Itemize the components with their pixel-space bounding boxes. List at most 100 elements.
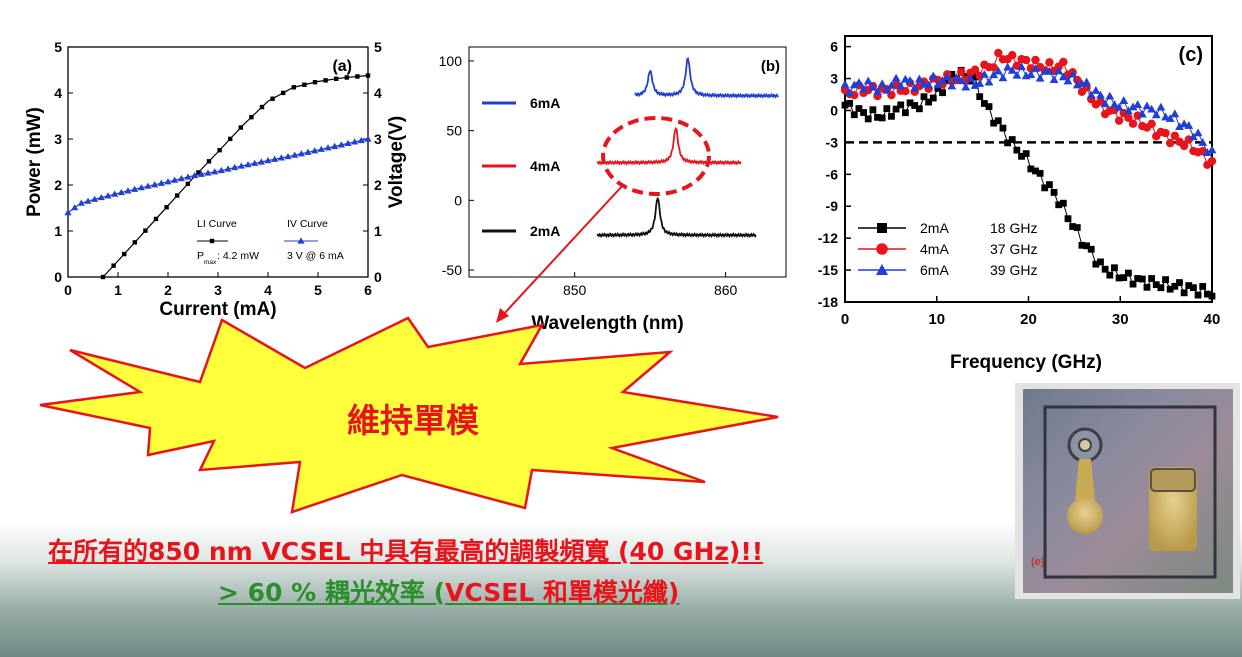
data-point-c-4ma bbox=[1035, 62, 1045, 72]
legend-label-li: LI Curve bbox=[197, 218, 237, 230]
arrow-head bbox=[496, 308, 509, 323]
data-point-c-4ma bbox=[1184, 135, 1193, 144]
data-point-c-6ma bbox=[896, 81, 906, 90]
data-point-c-6ma bbox=[868, 82, 878, 91]
data-point-c-4ma bbox=[1170, 131, 1180, 140]
plot-frame-a bbox=[67, 46, 369, 278]
data-point-c-4ma bbox=[1031, 55, 1040, 65]
data-point-c-6ma bbox=[1063, 76, 1073, 85]
data-point-c-6ma bbox=[998, 73, 1008, 82]
data-point-c-2ma bbox=[1078, 241, 1086, 249]
data-point-iv bbox=[351, 138, 359, 145]
data-point-c-4ma bbox=[1063, 70, 1073, 79]
data-point-c-4ma bbox=[1054, 62, 1063, 71]
data-point-c-2ma bbox=[920, 93, 928, 101]
data-point-li bbox=[365, 73, 371, 78]
data-point-c-6ma bbox=[928, 71, 938, 80]
data-point-c-6ma bbox=[1133, 100, 1143, 108]
series-line-c-4ma bbox=[844, 51, 1213, 166]
data-point-c-6ma bbox=[966, 73, 975, 82]
data-point-c-2ma bbox=[883, 105, 891, 113]
data-point-c-2ma bbox=[1106, 271, 1114, 279]
data-point-c-2ma bbox=[864, 115, 872, 123]
data-point-c-4ma bbox=[901, 87, 910, 96]
caption-coupling-green: > 60 % 耦光效率 ( bbox=[218, 578, 446, 607]
burst-text: 維持單模 bbox=[347, 401, 480, 440]
data-point-iv bbox=[324, 144, 332, 151]
data-point-iv bbox=[311, 147, 319, 154]
data-point-c-6ma bbox=[1072, 80, 1082, 89]
data-point-iv bbox=[331, 142, 339, 149]
data-point-c-4ma bbox=[1008, 51, 1017, 60]
data-point-iv bbox=[211, 168, 219, 175]
data-point-c-6ma bbox=[1100, 99, 1110, 108]
data-point-c-6ma bbox=[859, 84, 868, 93]
data-point-c-2ma bbox=[1055, 201, 1063, 209]
data-point-iv bbox=[297, 150, 305, 157]
x-tick-label-a: 3 bbox=[214, 282, 222, 298]
data-point-c-6ma bbox=[914, 74, 924, 83]
data-point-c-2ma bbox=[1097, 258, 1104, 266]
plot-frame-c bbox=[844, 35, 1213, 303]
panel-tag-c: (c) bbox=[1179, 44, 1203, 66]
data-point-li bbox=[111, 263, 116, 268]
data-point-iv bbox=[151, 181, 159, 188]
data-point-c-6ma bbox=[1170, 109, 1180, 118]
data-point-c-2ma bbox=[1018, 152, 1025, 160]
data-point-c-4ma bbox=[970, 65, 980, 74]
data-point-iv bbox=[291, 151, 299, 158]
data-point-c-6ma bbox=[1086, 90, 1096, 99]
data-point-c-6ma bbox=[863, 76, 873, 85]
data-point-li bbox=[259, 104, 265, 110]
data-point-c-2ma bbox=[929, 94, 937, 102]
data-point-c-6ma bbox=[989, 70, 999, 79]
photo-tag: (e) bbox=[1031, 556, 1045, 568]
data-point-c-4ma bbox=[1110, 105, 1119, 115]
data-point-li bbox=[323, 78, 328, 83]
data-point-iv bbox=[64, 209, 72, 216]
data-point-c-6ma bbox=[854, 78, 864, 86]
data-point-li bbox=[281, 90, 286, 96]
data-point-c-4ma bbox=[1193, 148, 1203, 157]
data-point-c-2ma bbox=[1190, 284, 1197, 292]
data-point-c-2ma bbox=[939, 89, 946, 97]
data-point-c-6ma bbox=[905, 76, 915, 84]
plot-frame-b bbox=[468, 46, 787, 278]
data-point-iv bbox=[197, 170, 205, 177]
legend-bandwidth-c-6ma: 39 GHz bbox=[990, 262, 1037, 278]
data-point-c-4ma bbox=[929, 74, 938, 83]
data-point-c-6ma bbox=[1045, 66, 1054, 75]
data-point-c-4ma bbox=[1189, 146, 1198, 156]
data-point-c-2ma bbox=[1050, 188, 1058, 196]
y2-tick-label-a: 3 bbox=[374, 131, 382, 147]
data-point-iv bbox=[144, 182, 152, 189]
data-point-c-6ma bbox=[993, 66, 1003, 75]
annotation-iv-value: 3 V @ 6 mA bbox=[287, 250, 344, 262]
data-point-c-2ma bbox=[1115, 274, 1123, 282]
data-point-c-2ma bbox=[1069, 223, 1077, 230]
y-tick-label-a: 5 bbox=[54, 39, 62, 55]
spectrum-2ma bbox=[596, 196, 757, 239]
legend-label-iv: IV Curve bbox=[287, 218, 328, 230]
data-point-c-2ma bbox=[860, 109, 867, 116]
data-point-c-2ma bbox=[1143, 283, 1151, 291]
data-point-c-6ma bbox=[1198, 138, 1208, 146]
data-point-c-4ma bbox=[1012, 61, 1022, 70]
data-point-li bbox=[100, 274, 106, 280]
data-point-c-2ma bbox=[1199, 283, 1207, 290]
panel-tag-a: (a) bbox=[332, 58, 352, 75]
data-point-c-6ma bbox=[1091, 86, 1101, 94]
data-point-c-2ma bbox=[901, 109, 909, 117]
data-point-c-6ma bbox=[840, 79, 850, 88]
data-point-c-2ma bbox=[1138, 275, 1146, 283]
data-point-c-4ma bbox=[854, 80, 864, 90]
data-point-c-2ma bbox=[855, 105, 863, 112]
data-point-c-6ma bbox=[1077, 79, 1087, 88]
data-point-c-4ma bbox=[984, 62, 994, 72]
data-point-c-2ma bbox=[874, 113, 881, 121]
y-tick-label-a: 3 bbox=[54, 131, 62, 147]
legend-label-c-2ma: 2mA bbox=[920, 220, 949, 236]
y2-tick-label-a: 1 bbox=[374, 223, 382, 239]
y-tick-label-c: 3 bbox=[830, 71, 838, 87]
data-point-c-4ma bbox=[998, 55, 1008, 64]
